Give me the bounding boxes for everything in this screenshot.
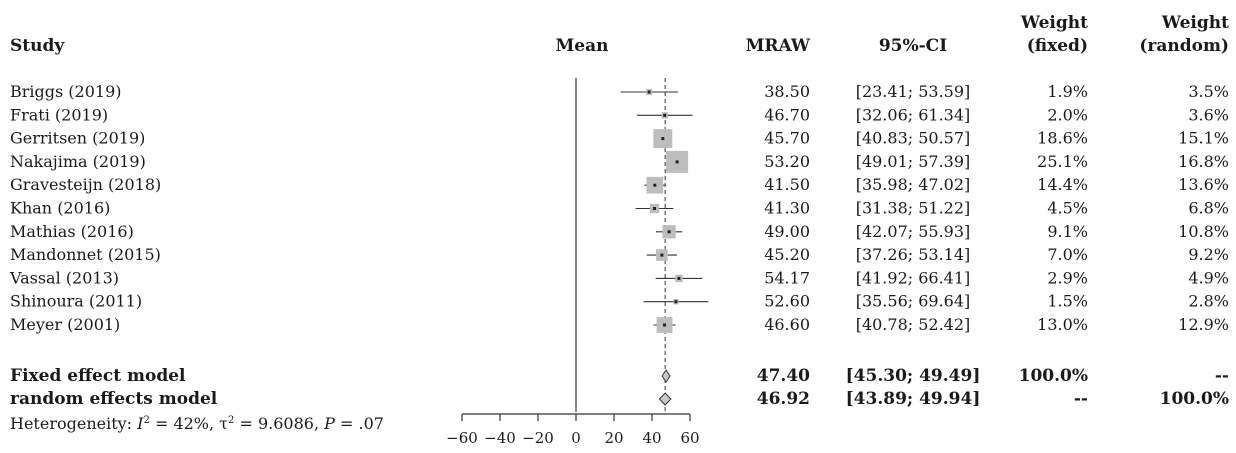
study-mraw: 46.60 [764,315,810,334]
study-weight-fixed: 25.1% [1037,152,1088,171]
study-weight-fixed: 13.0% [1037,315,1088,334]
header-mean: Mean [555,36,608,56]
x-axis: −60 −40 −20 0 20 40 60 [446,413,700,447]
study-ci: [35.56; 69.64] [856,292,971,311]
summary-weight-random: 100.0% [1160,389,1229,409]
study-ci: [40.83; 50.57] [856,129,971,148]
study-weight-fixed: 14.4% [1037,175,1088,194]
header-weight-random-1: Weight [1161,13,1229,33]
study-weight-fixed: 18.6% [1037,129,1088,148]
study-name: Gerritsen (2019) [10,129,145,148]
study-weight-random: 12.9% [1178,315,1229,334]
study-weight-random: 10.8% [1178,222,1229,241]
study-ci: [49.01; 57.39] [856,152,971,171]
study-name: Vassal (2013) [9,268,119,287]
header-ci: 95%-CI [879,36,947,56]
study-mraw: 45.20 [764,245,810,264]
summary-diamond [661,369,671,383]
axis-tick-label: 20 [604,429,623,447]
heterogeneity-text: Heterogeneity: I2 = 42%, τ2 = 9.6086, P … [10,414,384,433]
study-mraw: 52.60 [764,292,810,311]
study-weight-fixed: 7.0% [1047,245,1088,264]
axis-tick-label: 60 [680,429,699,447]
study-weight-fixed: 1.9% [1047,82,1088,101]
point-estimate [667,230,671,234]
axis-tick-label: −60 [446,429,478,447]
study-weight-random: 3.5% [1188,82,1229,101]
study-weight-random: 4.9% [1188,268,1229,287]
study-name: Nakajima (2019) [10,152,146,171]
study-ci: [35.98; 47.02] [856,175,971,194]
point-estimate [675,160,679,164]
study-ci: [23.41; 53.59] [856,82,971,101]
point-estimate [663,323,667,327]
study-ci: [42.07; 55.93] [856,222,971,241]
study-ci: [37.26; 53.14] [856,245,971,264]
axis-tick-label: −20 [522,429,554,447]
study-name: Briggs (2019) [10,82,122,101]
study-weight-random: 15.1% [1178,129,1229,148]
point-estimate [674,300,678,304]
study-mraw: 49.00 [764,222,810,241]
study-weight-random: 6.8% [1188,199,1229,218]
study-mraw: 41.50 [764,175,810,194]
study-ci: [31.38; 51.22] [856,199,971,218]
study-weight-fixed: 1.5% [1047,292,1088,311]
axis-tick-label: 40 [642,429,661,447]
summary-weight-random: -- [1215,366,1229,386]
study-rows: Briggs (2019) 38.50 [23.41; 53.59] 1.9% 3.5%… [9,82,1229,409]
study-name: Mathias (2016) [10,222,134,241]
study-weight-random: 2.8% [1188,292,1229,311]
study-mraw: 53.20 [764,152,810,171]
header-study: Study [10,36,65,56]
summary-ci: [43.89; 49.94] [846,389,981,409]
study-ci: [32.06; 61.34] [856,105,971,124]
study-mraw: 54.17 [764,268,810,287]
study-mraw: 46.70 [764,105,810,124]
study-ci: [40.78; 52.42] [856,315,971,334]
point-estimate [660,253,664,257]
point-estimate [661,137,665,141]
axis-tick-label: 0 [571,429,581,447]
study-weight-fixed: 9.1% [1047,222,1088,241]
study-name: Frati (2019) [10,105,108,124]
study-mraw: 41.30 [764,199,810,218]
summary-name: random effects model [10,389,218,409]
summary-weight-fixed: -- [1074,389,1088,409]
study-weight-fixed: 4.5% [1047,199,1088,218]
summary-diamond [658,392,672,406]
study-weight-fixed: 2.0% [1047,105,1088,124]
point-estimate [647,90,651,94]
study-name: Khan (2016) [10,199,110,218]
header-weight-random-2: (random) [1139,36,1229,56]
study-ci: [41.92; 66.41] [856,268,971,287]
summary-mraw: 46.92 [757,389,810,409]
point-estimate [677,276,681,280]
study-name: Mandonnet (2015) [10,245,161,264]
summary-mraw: 47.40 [757,366,810,386]
study-name: Gravesteijn (2018) [10,175,161,194]
study-weight-fixed: 2.9% [1047,268,1088,287]
header-mraw: MRAW [746,36,811,56]
study-weight-random: 3.6% [1188,105,1229,124]
plot-marks [575,78,709,412]
header-weight-fixed-2: (fixed) [1027,36,1088,56]
point-estimate [652,207,656,210]
study-mraw: 38.50 [764,82,810,101]
study-name: Shinoura (2011) [10,292,142,311]
summary-weight-fixed: 100.0% [1019,366,1088,386]
study-name: Meyer (2001) [10,315,120,334]
summary-name: Fixed effect model [10,366,186,386]
study-weight-random: 16.8% [1178,152,1229,171]
point-estimate [663,113,667,117]
summary-ci: [45.30; 49.49] [846,366,981,386]
study-mraw: 45.70 [764,129,810,148]
axis-tick-label: −40 [484,429,516,447]
point-estimate [653,183,657,187]
study-weight-random: 13.6% [1178,175,1229,194]
header-weight-fixed-1: Weight [1020,13,1088,33]
study-weight-random: 9.2% [1188,245,1229,264]
